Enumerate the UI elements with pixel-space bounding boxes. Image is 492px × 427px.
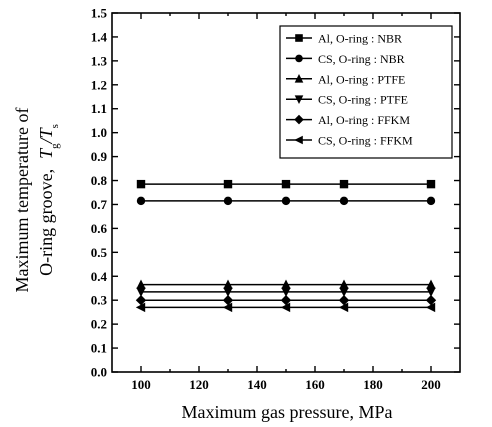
data-point xyxy=(135,302,146,313)
data-point xyxy=(222,295,234,306)
data-point xyxy=(281,179,291,189)
legend: Al, O-ring : NBR CS, O-ring : NBR Al, O-ri… xyxy=(279,25,453,159)
data-point xyxy=(281,279,291,289)
y-tick-label: 0.7 xyxy=(91,197,108,212)
data-point xyxy=(136,196,146,206)
y-axis-label: Maximum temperature of O-ring groove,Tg/… xyxy=(12,108,61,293)
legend-item: Al, O-ring : FFKM xyxy=(286,113,410,127)
legend-box xyxy=(279,25,453,159)
data-point xyxy=(426,279,436,289)
x-tick-label: 140 xyxy=(247,377,267,392)
series-layer xyxy=(135,179,437,313)
x-tick-label: 200 xyxy=(421,377,441,392)
data-point xyxy=(338,295,350,306)
data-point xyxy=(223,196,233,206)
y-tick-label: 0.6 xyxy=(91,221,108,236)
data-point xyxy=(339,279,349,289)
legend-marker xyxy=(295,54,303,63)
data-point xyxy=(223,279,233,289)
y-tick-label: 1.3 xyxy=(91,53,108,68)
y-axis-label-line1: Maximum temperature of xyxy=(12,108,32,293)
legend-label: CS, O-ring : NBR xyxy=(318,52,405,66)
y-tick-label: 0.1 xyxy=(91,341,107,356)
legend-marker xyxy=(294,135,303,145)
data-point xyxy=(136,279,146,289)
legend-item: CS, O-ring : FFKM xyxy=(286,134,413,148)
legend-label: CS, O-ring : FFKM xyxy=(318,134,413,148)
x-tick-label: 160 xyxy=(305,377,325,392)
plot-frame xyxy=(111,12,461,373)
legend-item: CS, O-ring : NBR xyxy=(286,52,405,66)
legend-label: Al, O-ring : PTFE xyxy=(318,72,405,86)
y-axis-label-line2: O-ring groove,Tg/Ts xyxy=(36,124,61,276)
x-tick-label: 100 xyxy=(131,377,151,392)
data-point xyxy=(280,302,291,313)
data-point xyxy=(223,287,233,298)
y-tick-label: 0.5 xyxy=(91,245,108,260)
legend-item: CS, O-ring : PTFE xyxy=(286,93,408,107)
data-point xyxy=(425,295,437,306)
legend-item: Al, O-ring : NBR xyxy=(286,32,402,46)
legend-marker xyxy=(294,114,304,125)
x-tick-label: 120 xyxy=(189,377,209,392)
series-1 xyxy=(136,196,436,206)
data-point xyxy=(425,302,436,313)
series-0 xyxy=(136,179,436,189)
data-point xyxy=(135,295,147,306)
data-point xyxy=(136,179,146,189)
series-2 xyxy=(136,279,436,289)
y-tick-label: 0.2 xyxy=(91,317,107,332)
legend-label: CS, O-ring : PTFE xyxy=(318,93,408,107)
y-tick-label: 1.1 xyxy=(91,101,107,116)
data-point xyxy=(223,179,233,189)
x-tick-label: 180 xyxy=(363,377,383,392)
data-point xyxy=(426,179,436,189)
data-point xyxy=(426,196,436,206)
data-point xyxy=(338,302,349,313)
y-tick-label: 0.8 xyxy=(91,173,108,188)
y-tick-label: 1.5 xyxy=(91,6,108,21)
data-point xyxy=(426,287,436,298)
series-5 xyxy=(135,302,436,313)
data-point xyxy=(339,179,349,189)
data-point xyxy=(281,196,291,206)
y-tick-label: 0.0 xyxy=(91,365,107,380)
axis-ticks: 0.0 0.1 0.2 0.3 0.4 0.5 0.6 0.7 0.8 0.9 1.0 1.1 1.2 1… xyxy=(91,6,460,392)
y-tick-label: 1.2 xyxy=(91,77,107,92)
legend-marker xyxy=(294,74,304,83)
data-point xyxy=(222,302,233,313)
x-axis-label: Maximum gas pressure, MPa xyxy=(182,402,393,422)
y-tick-label: 0.9 xyxy=(91,149,108,164)
y-tick-label: 1.4 xyxy=(91,29,108,44)
y-tick-label: 0.4 xyxy=(91,269,108,284)
legend-label: Al, O-ring : FFKM xyxy=(318,113,410,127)
legend-label: Al, O-ring : NBR xyxy=(318,32,402,46)
legend-marker xyxy=(294,95,304,104)
legend-item: Al, O-ring : PTFE xyxy=(286,72,405,86)
series-4 xyxy=(135,295,437,306)
series-3 xyxy=(136,287,436,298)
data-point xyxy=(280,295,292,306)
data-point xyxy=(136,287,146,298)
legend-marker xyxy=(295,34,303,42)
y-tick-label: 1.0 xyxy=(91,125,107,140)
data-point xyxy=(281,287,291,298)
data-point xyxy=(339,196,349,206)
data-point xyxy=(339,287,349,298)
y-tick-label: 0.3 xyxy=(91,293,108,308)
